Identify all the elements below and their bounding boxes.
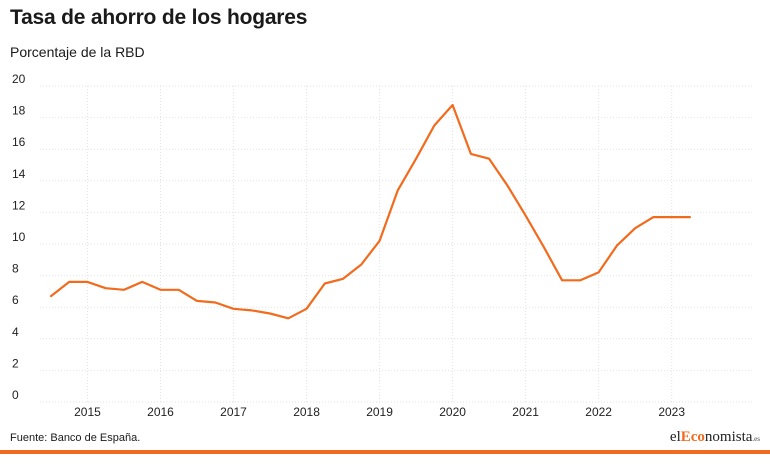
y-tick-label: 14 (12, 167, 26, 181)
y-tick-label: 18 (12, 104, 26, 118)
chart-subtitle: Porcentaje de la RBD (10, 44, 145, 60)
y-tick-label: 2 (12, 356, 19, 370)
logo-main: nomista (704, 429, 753, 445)
y-tick-label: 4 (12, 325, 19, 339)
logo-suffix: .es (752, 435, 760, 443)
y-tick-label: 12 (12, 198, 26, 212)
y-tick-label: 6 (12, 293, 19, 307)
series-line (49, 103, 692, 320)
y-tick-label: 20 (12, 72, 26, 86)
y-tick-label: 10 (12, 230, 26, 244)
line-chart: 0 2 4 6 8 10 12 14 16 18 20 2015 2016 2017 2018 2019 202… (12, 72, 752, 419)
x-tick-label: 2015 (74, 405, 101, 419)
x-tick-label: 2020 (439, 405, 466, 419)
y-tick-label: 16 (12, 135, 26, 149)
x-tick-label: 2019 (366, 405, 393, 419)
x-tick-label: 2018 (293, 405, 320, 419)
x-tick-label: 2023 (658, 405, 685, 419)
x-tick-label: 2017 (220, 405, 247, 419)
y-tick-label: 8 (12, 262, 19, 276)
brand-bar (0, 450, 770, 454)
source-note: Fuente: Banco de España. (10, 432, 141, 444)
chart-title: Tasa de ahorro de los hogares (10, 6, 308, 29)
x-tick-label: 2022 (585, 405, 612, 419)
x-tick-label: 2021 (512, 405, 539, 419)
brand-logo: elEconomista.es (670, 429, 760, 446)
logo-prefix: el (669, 429, 681, 445)
logo-accent: Eco (680, 429, 705, 445)
y-tick-label: 0 (12, 388, 19, 402)
x-tick-label: 2016 (147, 405, 174, 419)
